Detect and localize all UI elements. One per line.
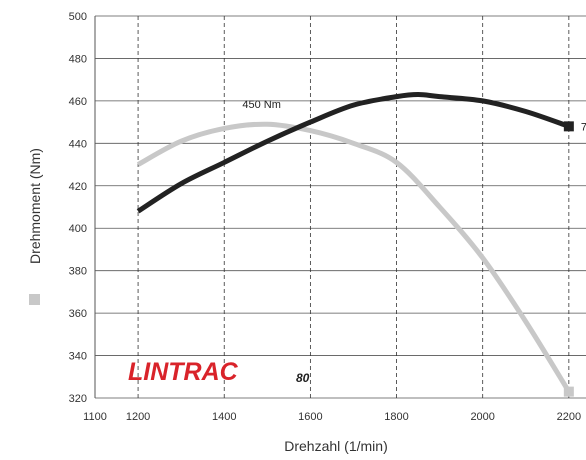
series-end-marker-2 bbox=[563, 121, 574, 132]
tick-labels: 320 340 360 380 400 420 440 460 480 500 1100 1200 14… bbox=[69, 11, 581, 423]
x-tick-label: 2000 bbox=[470, 411, 494, 423]
x-tick-label: 1600 bbox=[298, 411, 322, 423]
annotation-max-torque: 450 Nm bbox=[242, 99, 281, 111]
y-tick-label: 440 bbox=[69, 138, 87, 150]
series-end-marker-1 bbox=[563, 386, 574, 397]
annotation-power: 74,4 kW bbox=[581, 121, 586, 133]
x-tick-label: 1200 bbox=[126, 411, 150, 423]
x-axis-title: Drehzahl (1/min) bbox=[284, 438, 387, 454]
x-tick-label: 2200 bbox=[557, 411, 581, 423]
y-tick-label: 400 bbox=[69, 223, 87, 235]
x-tick-label: 1800 bbox=[384, 411, 408, 423]
y-tick-label: 480 bbox=[69, 53, 87, 65]
x-tick-label: 1400 bbox=[212, 411, 236, 423]
y-tick-label: 320 bbox=[69, 393, 87, 405]
y-axis-title: Drehmoment (Nm) bbox=[27, 148, 43, 264]
legend-swatch bbox=[29, 294, 40, 305]
series-line-2 bbox=[136, 92, 570, 214]
logo-text: LINTRAC bbox=[128, 358, 239, 386]
y-tick-label: 340 bbox=[69, 351, 87, 363]
series-line-1 bbox=[136, 121, 571, 393]
lintrac-logo: LINTRAC 80 bbox=[128, 358, 310, 386]
series-lines bbox=[136, 92, 574, 397]
y-tick-label: 500 bbox=[69, 11, 87, 23]
grid bbox=[94, 15, 586, 399]
x-tick-label: 1100 bbox=[83, 411, 107, 423]
y-tick-label: 460 bbox=[69, 96, 87, 108]
y-tick-label: 420 bbox=[69, 181, 87, 193]
y-tick-label: 380 bbox=[69, 266, 87, 278]
y-tick-label: 360 bbox=[69, 308, 87, 320]
annotations: 450 Nm 74,4 kW bbox=[242, 99, 586, 133]
logo-suffix: 80 bbox=[296, 371, 310, 385]
